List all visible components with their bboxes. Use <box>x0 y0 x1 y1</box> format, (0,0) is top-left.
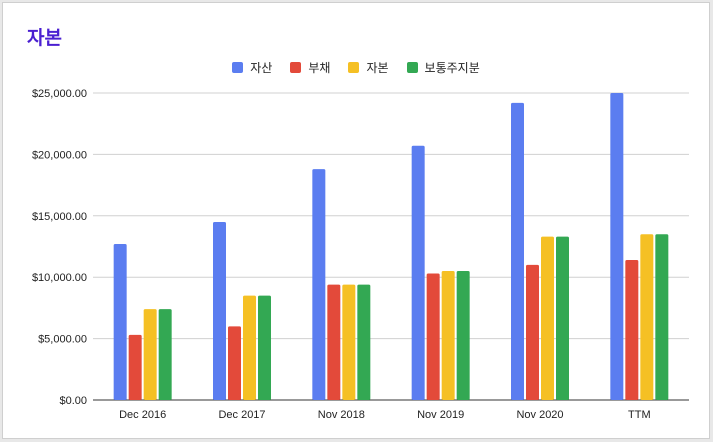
bar[interactable] <box>243 295 256 400</box>
bar[interactable] <box>526 264 539 400</box>
bar[interactable] <box>258 295 271 400</box>
bar[interactable] <box>128 334 142 400</box>
bar[interactable] <box>228 326 241 400</box>
bar[interactable] <box>113 244 127 400</box>
legend-item-assets: 자산 <box>232 59 272 76</box>
bar[interactable] <box>426 273 440 400</box>
legend-label-common-equity: 보통주지분 <box>424 61 480 75</box>
bar[interactable] <box>511 102 524 400</box>
legend-swatch-equity <box>348 62 360 73</box>
bar[interactable] <box>655 234 669 400</box>
x-tick-label: Dec 2017 <box>218 409 265 421</box>
legend-label-assets: 자산 <box>250 61 273 75</box>
bar[interactable] <box>143 309 157 400</box>
bar[interactable] <box>541 236 554 400</box>
y-tick-label: $10,000.00 <box>32 272 87 284</box>
bar[interactable] <box>625 260 639 400</box>
bar[interactable] <box>441 271 455 400</box>
bar[interactable] <box>327 284 341 400</box>
bar[interactable] <box>556 236 569 400</box>
x-tick-label: Dec 2016 <box>119 409 166 421</box>
legend-label-liabilities: 부채 <box>308 61 331 75</box>
x-tick-label: Nov 2020 <box>516 409 563 421</box>
y-tick-label: $5,000.00 <box>38 334 87 346</box>
legend-label-equity: 자본 <box>366 61 389 75</box>
legend-item-liabilities: 부채 <box>290 59 330 76</box>
legend-swatch-liabilities <box>290 62 302 73</box>
bar[interactable] <box>213 221 226 400</box>
y-tick-label: $0.00 <box>59 395 87 407</box>
legend-swatch-assets <box>232 62 244 73</box>
x-tick-label: Nov 2019 <box>417 409 464 421</box>
x-tick-label: Nov 2018 <box>318 409 365 421</box>
legend-item-equity: 자본 <box>348 59 389 76</box>
bar[interactable] <box>610 93 624 400</box>
legend-item-common-equity: 보통주지분 <box>406 59 480 76</box>
y-tick-label: $20,000.00 <box>32 149 87 161</box>
bar[interactable] <box>357 284 371 400</box>
legend: 자산 부채 자본 보통주지분 <box>3 59 709 76</box>
x-tick-label: TTM <box>628 409 651 421</box>
y-tick-label: $25,000.00 <box>32 88 87 100</box>
y-tick-label: $15,000.00 <box>32 211 87 223</box>
bar[interactable] <box>411 145 425 400</box>
bar-chart-plot: $0.00 $5,000.00 $10,000.00 $15,000.00 $20,00… <box>32 88 689 421</box>
bar[interactable] <box>640 234 654 400</box>
legend-swatch-common-equity <box>406 62 418 73</box>
bar[interactable] <box>456 271 470 400</box>
bar[interactable] <box>312 169 326 400</box>
bar[interactable] <box>158 309 172 400</box>
chart-title: 자본 <box>27 27 62 49</box>
bar[interactable] <box>342 284 356 400</box>
